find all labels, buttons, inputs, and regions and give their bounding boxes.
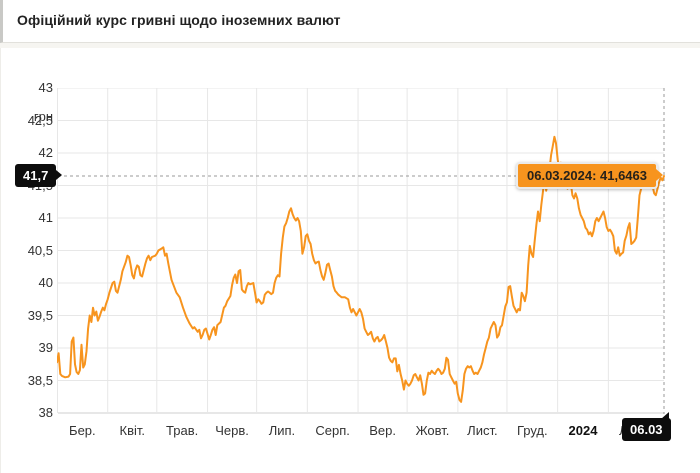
data-point-tooltip: 06.03.2024: 41,6463 <box>516 161 663 189</box>
x-tick-label: Груд. <box>516 423 548 438</box>
y-tick-label: 41 <box>38 210 53 225</box>
plot-svg[interactable] <box>57 88 666 414</box>
y-tick-label: 42,5 <box>27 112 53 128</box>
y-tick-label: 39 <box>38 340 53 355</box>
y-tick-label: 38,5 <box>27 372 53 388</box>
y-axis-unit-label: грн <box>33 109 53 124</box>
x-tick-label: Черв. <box>215 423 249 438</box>
y-tick-label: 43 <box>38 80 53 95</box>
y-tick-label: 38 <box>38 405 53 420</box>
x-tick-label: Жовт. <box>415 423 450 438</box>
tooltip-arrow-right-icon <box>656 169 663 182</box>
title-bar: Офіційний курс гривні щодо іноземних вал… <box>0 0 700 43</box>
x-tick-label: Трав. <box>166 423 199 438</box>
y-tick-label: 42 <box>38 145 53 160</box>
x-tick-label: Бер. <box>69 423 96 438</box>
crosshair-x-axis-badge: 06.03 <box>622 412 671 441</box>
badge-arrow-up-icon <box>660 412 669 419</box>
y-tick-label: 39,5 <box>27 307 53 323</box>
x-tick-label: Квіт. <box>119 423 146 438</box>
x-tick-label: Вер. <box>369 423 396 438</box>
x-tick-label: Серп. <box>315 423 350 438</box>
x-tick-label: Лип. <box>268 423 296 438</box>
badge-arrow-right-icon <box>56 169 63 180</box>
page-title: Офіційний курс гривні щодо іноземних вал… <box>17 12 341 28</box>
x-tick-label: Лист. <box>467 423 498 438</box>
y-tick-label: 40 <box>38 275 53 290</box>
crosshair-y-axis-badge: 41,7 <box>15 163 63 187</box>
x-tick-label: 2024 <box>568 423 598 438</box>
y-tick-label: 40,5 <box>27 242 53 258</box>
